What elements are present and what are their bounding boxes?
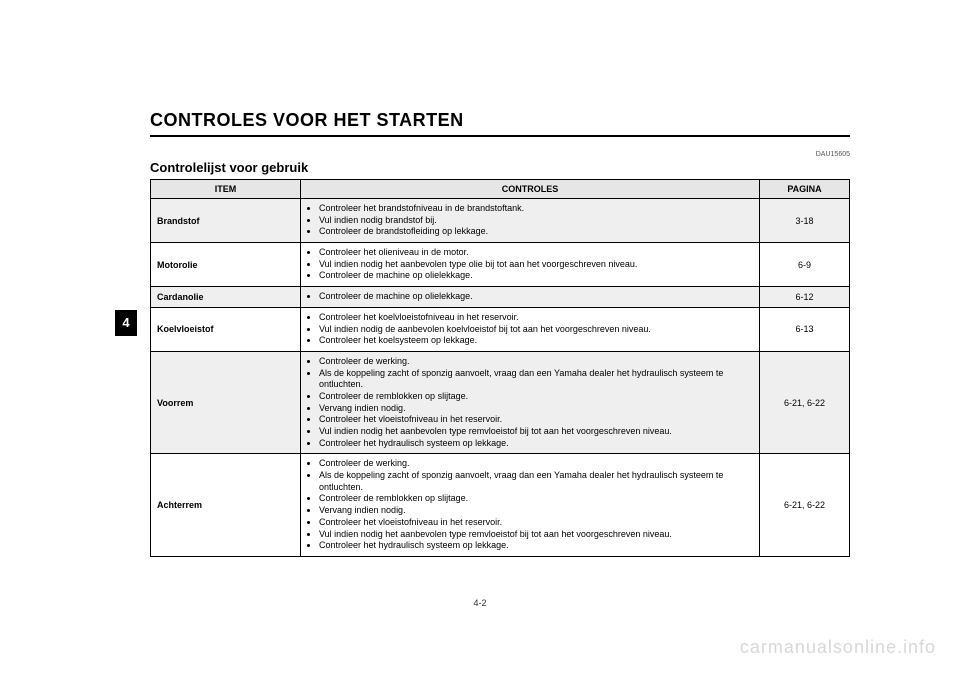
controls-cell: Controleer de machine op olielekkage. xyxy=(301,287,760,308)
doc-number: DAU15605 xyxy=(150,151,850,158)
check-item: Controleer het olieniveau in de motor. xyxy=(319,247,753,259)
check-item: Controleer de brandstofleiding op lekkag… xyxy=(319,226,753,238)
table-row: Brandstof Controleer het brandstofniveau … xyxy=(151,199,850,243)
page-ref-cell: 3-18 xyxy=(760,199,850,243)
section-tab: 4 xyxy=(115,310,137,336)
page-ref-cell: 6-21, 6-22 xyxy=(760,454,850,557)
check-item: Controleer het vloeistofniveau in het re… xyxy=(319,517,753,529)
check-item: Controleer het vloeistofniveau in het re… xyxy=(319,414,753,426)
controls-cell: Controleer het koelvloeistofniveau in he… xyxy=(301,307,760,351)
check-item: Vervang indien nodig. xyxy=(319,505,753,517)
check-item: Vul indien nodig de aanbevolen koelvloei… xyxy=(319,324,753,336)
check-item: Vul indien nodig brandstof bij. xyxy=(319,215,753,227)
col-header-item: ITEM xyxy=(151,180,301,199)
item-cell: Voorrem xyxy=(151,351,301,454)
item-cell: Koelvloeistof xyxy=(151,307,301,351)
page-ref-cell: 6-13 xyxy=(760,307,850,351)
check-item: Controleer de machine op olielekkage. xyxy=(319,291,753,303)
check-item: Vul indien nodig het aanbevolen type rem… xyxy=(319,426,753,438)
check-item: Als de koppeling zacht of sponzig aanvoe… xyxy=(319,470,753,493)
check-item: Controleer het brandstofniveau in de bra… xyxy=(319,203,753,215)
check-item: Controleer het koelvloeistofniveau in he… xyxy=(319,312,753,324)
check-item: Controleer de machine op olielekkage. xyxy=(319,270,753,282)
page-ref-cell: 6-21, 6-22 xyxy=(760,351,850,454)
controls-cell: Controleer het olieniveau in de motor.Vu… xyxy=(301,243,760,287)
check-item: Vervang indien nodig. xyxy=(319,403,753,415)
page-ref-cell: 6-9 xyxy=(760,243,850,287)
check-item: Controleer de remblokken op slijtage. xyxy=(319,391,753,403)
page-ref-cell: 6-12 xyxy=(760,287,850,308)
check-item: Controleer het hydraulisch systeem op le… xyxy=(319,438,753,450)
col-header-controls: CONTROLES xyxy=(301,180,760,199)
table-row: VoorremControleer de werking.Als de kopp… xyxy=(151,351,850,454)
check-item: Controleer de werking. xyxy=(319,458,753,470)
page-title: CONTROLES VOOR HET STARTEN xyxy=(150,110,850,137)
manual-page: CONTROLES VOOR HET STARTEN DAU15605 Cont… xyxy=(150,110,850,557)
table-row: MotorolieControleer het olieniveau in de… xyxy=(151,243,850,287)
controls-cell: Controleer de werking.Als de koppeling z… xyxy=(301,454,760,557)
controls-cell: Controleer het brandstofniveau in de bra… xyxy=(301,199,760,243)
item-cell: Cardanolie xyxy=(151,287,301,308)
table-header-row: ITEM CONTROLES PAGINA xyxy=(151,180,850,199)
check-item: Controleer de remblokken op slijtage. xyxy=(319,493,753,505)
check-item: Als de koppeling zacht of sponzig aanvoe… xyxy=(319,368,753,391)
watermark: carmanualsonline.info xyxy=(740,637,936,658)
item-cell: Motorolie xyxy=(151,243,301,287)
check-item: Vul indien nodig het aanbevolen type oli… xyxy=(319,259,753,271)
page-number: 4-2 xyxy=(0,598,960,608)
table-row: Cardanolie Controleer de machine op oliel… xyxy=(151,287,850,308)
section-subtitle: Controlelijst voor gebruik xyxy=(150,160,850,175)
item-cell: Brandstof xyxy=(151,199,301,243)
table-row: AchterremControleer de werking.Als de ko… xyxy=(151,454,850,557)
check-item: Vul indien nodig het aanbevolen type rem… xyxy=(319,529,753,541)
check-item: Controleer het hydraulisch systeem op le… xyxy=(319,540,753,552)
col-header-page: PAGINA xyxy=(760,180,850,199)
item-cell: Achterrem xyxy=(151,454,301,557)
check-item: Controleer het koelsysteem op lekkage. xyxy=(319,335,753,347)
check-item: Controleer de werking. xyxy=(319,356,753,368)
checklist-table: ITEM CONTROLES PAGINA BrandstofControlee… xyxy=(150,179,850,557)
controls-cell: Controleer de werking.Als de koppeling z… xyxy=(301,351,760,454)
table-row: Koelvloeistof Controleer het koelvloeisto… xyxy=(151,307,850,351)
